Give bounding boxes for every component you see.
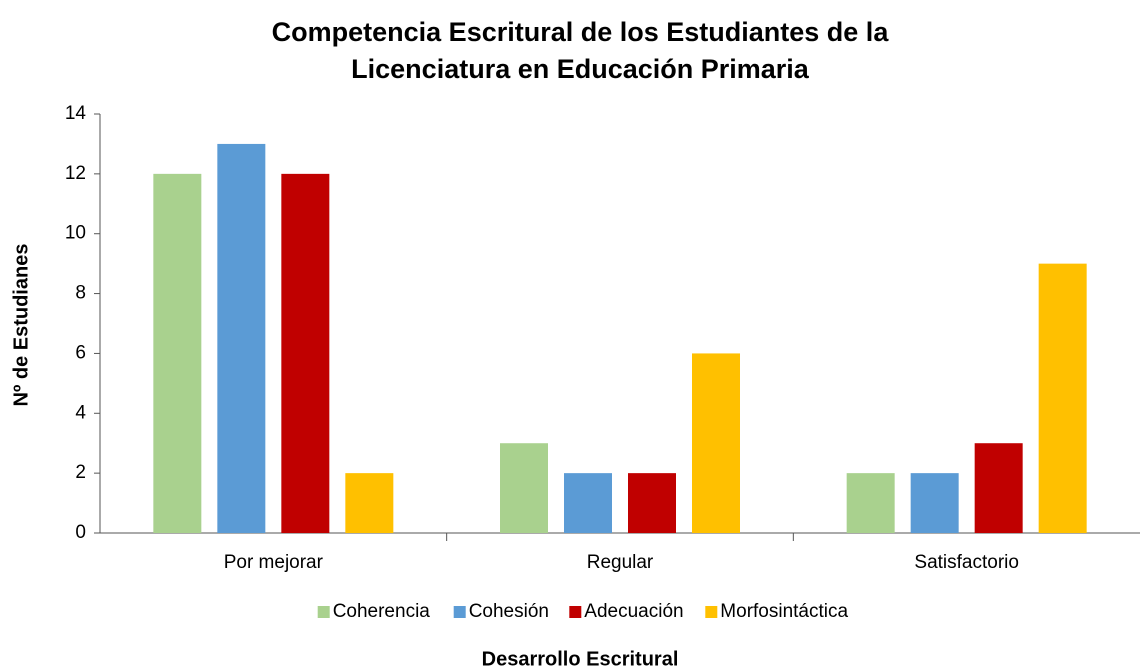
y-tick-label: 0 bbox=[75, 522, 86, 543]
y-tick-label: 2 bbox=[75, 462, 86, 483]
legend-label: Cohesión bbox=[469, 601, 549, 622]
bar bbox=[345, 473, 394, 533]
bar bbox=[974, 443, 1023, 533]
y-tick-label: 8 bbox=[75, 283, 86, 304]
legend-swatch bbox=[317, 606, 330, 618]
y-tick-label: 4 bbox=[75, 402, 86, 423]
legend-label: Coherencia bbox=[333, 601, 431, 622]
chart-title: Competencia Escritural de los Estudiante… bbox=[271, 17, 889, 84]
legend-swatch bbox=[569, 606, 582, 618]
legend-label: Morfosintáctica bbox=[720, 601, 848, 622]
x-tick-label: Regular bbox=[587, 552, 654, 573]
bar bbox=[153, 173, 202, 533]
bar bbox=[692, 353, 740, 533]
x-tick-label: Por mejorar bbox=[224, 552, 324, 573]
bar bbox=[217, 143, 266, 533]
y-tick-label: 12 bbox=[65, 163, 86, 184]
y-tick-label: 6 bbox=[75, 342, 86, 363]
y-axis-label: Nº de Estudianes bbox=[10, 244, 32, 407]
bar bbox=[564, 473, 612, 533]
y-tick-label: 10 bbox=[65, 223, 86, 244]
legend-swatch bbox=[705, 606, 718, 618]
bar bbox=[910, 473, 959, 533]
x-tick-label: Satisfactorio bbox=[914, 552, 1019, 573]
bar bbox=[1038, 263, 1087, 533]
legend-swatch bbox=[453, 606, 466, 618]
bar bbox=[500, 443, 548, 533]
legend-label: Adecuación bbox=[584, 601, 683, 622]
bar bbox=[846, 473, 895, 533]
x-axis-label: Desarrollo Escritural bbox=[482, 648, 679, 669]
bar bbox=[628, 473, 676, 533]
bar bbox=[281, 173, 330, 533]
y-tick-label: 14 bbox=[65, 103, 87, 124]
